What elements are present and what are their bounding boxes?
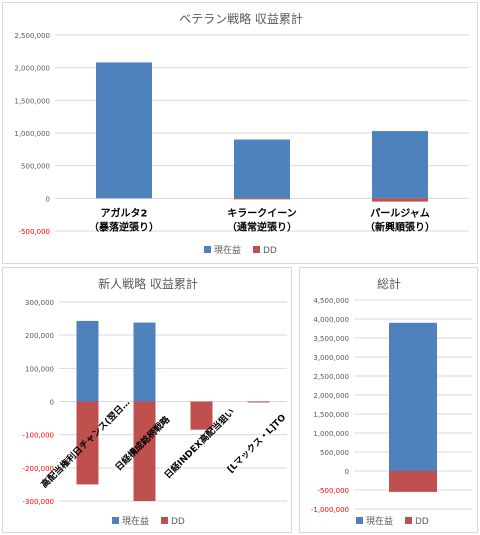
y-tick-label: 3,500,000 [313, 335, 349, 343]
bar-current [76, 320, 99, 402]
bar-dd [389, 471, 437, 492]
bar-dd [234, 198, 290, 200]
legend-swatch [405, 517, 412, 524]
y-tick-label: 0 [46, 195, 50, 203]
bar-dd [190, 401, 213, 430]
legend-swatch [161, 517, 168, 524]
y-tick-label: 1,500,000 [14, 97, 50, 105]
y-tick-label: 0 [50, 399, 54, 407]
chart-title: 新人戦略 収益累計 [98, 276, 198, 291]
y-tick-label: -200,000 [23, 465, 54, 473]
y-tick-label: 4,500,000 [313, 297, 349, 305]
bar-current [234, 139, 290, 199]
y-tick-label: 4,000,000 [313, 316, 349, 324]
bar-current [372, 131, 428, 199]
bar-current [133, 322, 156, 402]
y-tick-label: -500,000 [19, 228, 50, 236]
bar-dd [133, 401, 156, 501]
y-tick-label: 0 [345, 468, 349, 476]
legend-label: 現在益 [122, 515, 149, 527]
x-category-label: （新興順張り） [365, 220, 435, 233]
legend-swatch [253, 246, 260, 253]
newcomer-chart: 新人戦略 収益累計 300,000 200,000 100,000 0 -100,000 -… [23, 276, 289, 527]
y-tick-label: 300,000 [25, 299, 54, 307]
total-chart: 総計 4,500,000 4,000,000 3,500,000 3,000,000 2,… [311, 276, 472, 527]
bar-current [96, 62, 152, 199]
bar-dd [76, 401, 99, 485]
y-tick-label: -500,000 [318, 487, 349, 495]
bar-current [389, 322, 437, 471]
legend-label: 現在益 [366, 515, 393, 527]
legend-label: 現在益 [214, 244, 241, 256]
y-tick-label: 500,000 [21, 163, 50, 171]
y-tick-label: -1,000,000 [311, 506, 349, 514]
y-tick-label: 200,000 [25, 332, 54, 340]
y-tick-label: 3,000,000 [313, 354, 349, 362]
legend-swatch [112, 517, 119, 524]
legend-swatch [204, 246, 211, 253]
y-tick-label: 1,000,000 [14, 130, 50, 138]
y-tick-label: 1,000,000 [313, 430, 349, 438]
x-category-label: キラークイーン [227, 207, 297, 219]
x-category-label: パールジャム [370, 207, 430, 219]
x-category-label: （通常逆張り） [227, 220, 297, 233]
y-tick-label: 1,500,000 [313, 411, 349, 419]
veteran-chart-panel: ベテラン戦略 収益累計 2,500,000 2,000,000 1,500,000 1,… [2, 2, 478, 264]
newcomer-chart-panel: 新人戦略 収益累計 300,000 200,000 100,000 0 -100,000 -… [2, 267, 292, 533]
legend-label: DD [415, 517, 429, 527]
veteran-chart: ベテラン戦略 収益累計 2,500,000 2,000,000 1,500,000 1,… [14, 11, 469, 256]
y-tick-label: 2,500,000 [313, 373, 349, 381]
bar-dd [372, 198, 428, 202]
chart-title: 総計 [377, 276, 401, 291]
y-tick-label: -100,000 [23, 432, 54, 440]
bar-dd [247, 401, 270, 403]
y-tick-label: 100,000 [25, 365, 54, 373]
y-tick-label: 2,000,000 [313, 392, 349, 400]
total-chart-panel: 総計 4,500,000 4,000,000 3,500,000 3,000,000 2,… [299, 267, 478, 533]
legend-label: DD [263, 246, 277, 256]
legend-label: DD [171, 517, 185, 527]
y-tick-label: 2,000,000 [14, 65, 50, 73]
x-category-label: アガルタ2 [101, 206, 148, 219]
legend-swatch [356, 517, 363, 524]
y-tick-label: -300,000 [23, 498, 54, 506]
y-tick-label: 500,000 [320, 449, 349, 457]
x-category-label: [Lマックス・L]TO [225, 412, 288, 475]
chart-title: ベテラン戦略 収益累計 [179, 11, 303, 26]
x-category-label: （暴落逆張り） [89, 220, 159, 233]
y-tick-label: 2,500,000 [14, 32, 50, 40]
